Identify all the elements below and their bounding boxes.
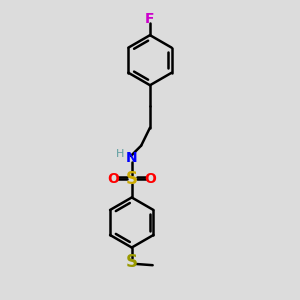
Text: S: S	[126, 170, 138, 188]
Text: O: O	[145, 172, 157, 186]
Text: O: O	[107, 172, 119, 186]
Text: H: H	[116, 149, 125, 160]
Text: S: S	[126, 253, 138, 271]
Text: N: N	[126, 151, 138, 165]
Text: F: F	[145, 12, 155, 26]
